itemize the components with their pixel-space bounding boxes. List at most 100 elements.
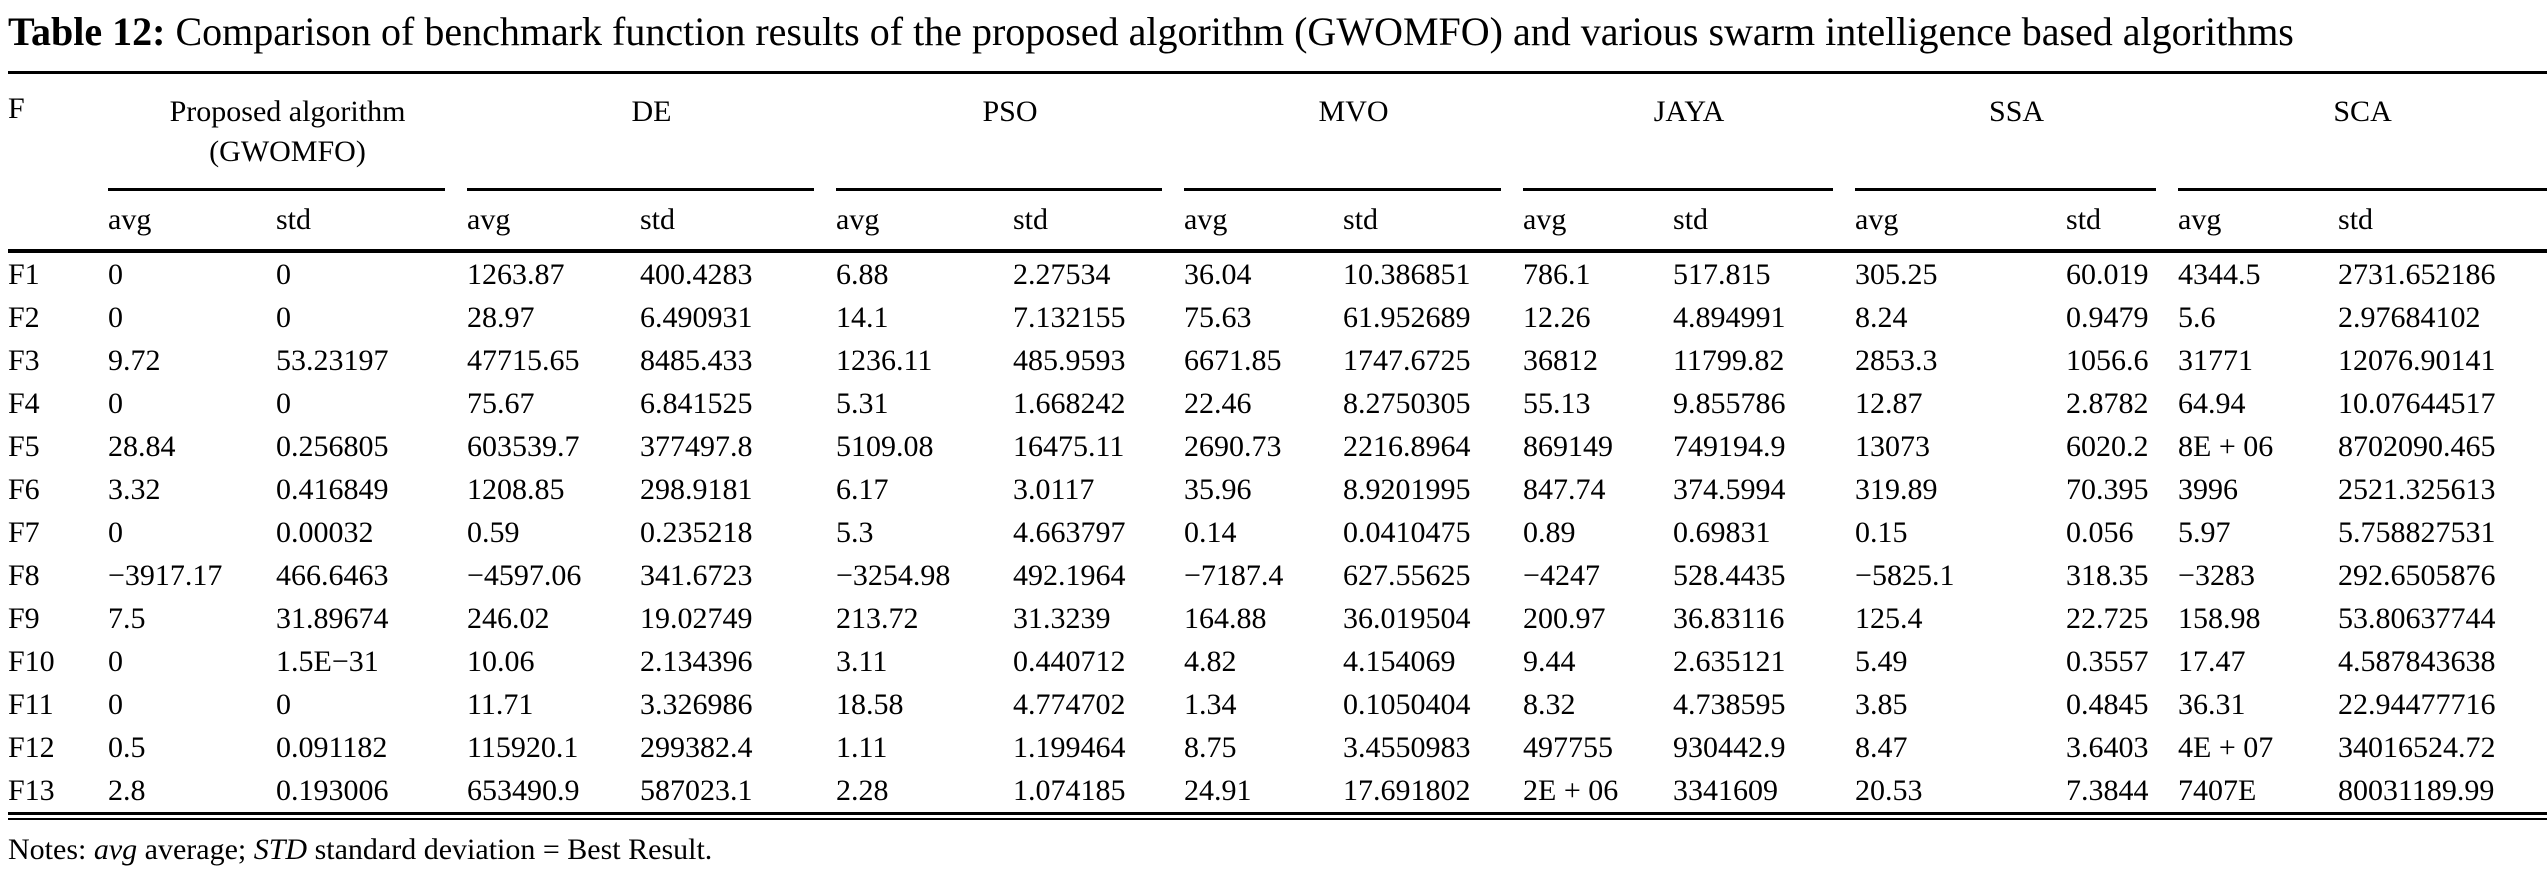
cell-f10-de-avg: 10.06 [467,644,535,678]
cell-f9-jaya-avg: 200.97 [1523,601,1606,635]
group-header-row: F Proposed algorithm (GWOMFO) DE PSO MVO JAYA… [8,73,2547,189]
cell-f13-de-std: 587023.1 [640,773,753,807]
cell-f8-mvo-std: 627.55625 [1343,558,1471,592]
cell-f9-de-avg: 246.02 [467,601,550,635]
cell-f3-de-avg: 47715.65 [467,343,580,377]
notes-std-term: STD [253,833,308,866]
cell-f12-pso-avg: 1.11 [836,730,888,764]
table-row-f9: F9 7.5 31.89674 246.02 19.02749 213.72 31.3239… [8,597,2547,640]
cell-f3-mvo-std: 1747.6725 [1343,343,1471,377]
cell-f3-gwomfo-std: 53.23197 [276,343,389,377]
cell-f10-gwomfo-std: 1.5E−31 [276,644,379,678]
row-label-f3: F3 [8,343,40,377]
cell-f3-mvo-avg: 6671.85 [1184,343,1282,377]
cell-f12-de-std: 299382.4 [640,730,753,764]
cell-f7-mvo-avg: 0.14 [1184,515,1237,549]
column-header-ssa-std: std [2066,191,2179,253]
group-rule-ssa [1855,188,2178,191]
row-label-f9: F9 [8,601,40,635]
cell-f5-de-std: 377497.8 [640,429,753,463]
cell-f7-de-avg: 0.59 [467,515,520,549]
cell-f8-gwomfo-avg: −3917.17 [108,558,223,592]
cell-f5-sca-avg: 8E + 06 [2178,429,2274,463]
cell-f1-ssa-std: 60.019 [2066,257,2149,291]
column-group-ssa: SSA [1855,73,2178,189]
cell-f7-sca-avg: 5.97 [2178,515,2231,549]
cell-f3-sca-avg: 31771 [2178,343,2254,377]
group-rule-sca [2178,188,2547,191]
cell-f10-sca-std: 4.587843638 [2338,644,2496,678]
cell-f12-ssa-avg: 8.47 [1855,730,1908,764]
cell-f7-pso-avg: 5.3 [836,515,874,549]
subheader-row: avg std avg std avg std avg std avg std avg std avg s… [8,191,2547,253]
cell-f10-pso-avg: 3.11 [836,644,888,678]
cell-f10-ssa-std: 0.3557 [2066,644,2149,678]
cell-f11-jaya-avg: 8.32 [1523,687,1576,721]
subheader-spacer [8,191,108,253]
cell-f3-ssa-std: 1056.6 [2066,343,2149,377]
cell-f3-pso-std: 485.9593 [1013,343,1126,377]
cell-f12-gwomfo-std: 0.091182 [276,730,388,764]
cell-f2-pso-std: 7.132155 [1013,300,1126,334]
column-header-pso-avg: avg [836,191,1013,253]
cell-f12-gwomfo-avg: 0.5 [108,730,146,764]
cell-f6-gwomfo-avg: 3.32 [108,472,161,506]
cell-f9-de-std: 19.02749 [640,601,753,635]
cell-f11-de-avg: 11.71 [467,687,534,721]
column-group-gwomfo-label: (GWOMFO) [209,135,366,168]
cell-f6-pso-avg: 6.17 [836,472,889,506]
cell-f11-ssa-avg: 3.85 [1855,687,1908,721]
cell-f4-sca-avg: 64.94 [2178,386,2246,420]
table-row-f1: F1 0 0 1263.87 400.4283 6.88 2.27534 36.04 10.38… [8,251,2547,296]
cell-f7-jaya-avg: 0.89 [1523,515,1576,549]
cell-f8-jaya-std: 528.4435 [1673,558,1786,592]
cell-f8-mvo-avg: −7187.4 [1184,558,1284,592]
cell-f5-de-avg: 603539.7 [467,429,580,463]
row-label-f8: F8 [8,558,40,592]
table-header: F Proposed algorithm (GWOMFO) DE PSO MVO JAYA… [8,73,2547,253]
cell-f2-ssa-avg: 8.24 [1855,300,1908,334]
cell-f12-sca-std: 34016524.72 [2338,730,2496,764]
column-group-sca-label: SCA [2333,95,2392,128]
row-label-f13: F13 [8,773,55,807]
cell-f2-de-std: 6.490931 [640,300,753,334]
table-row-f10: F10 0 1.5E−31 10.06 2.134396 3.11 0.440712 4.82… [8,640,2547,683]
cell-f10-mvo-std: 4.154069 [1343,644,1456,678]
table-row-f8: F8 −3917.17 466.6463 −4597.06 341.6723 −3254.… [8,554,2547,597]
cell-f13-ssa-std: 7.3844 [2066,773,2149,807]
table-caption-label: Table 12: [8,9,166,54]
cell-f6-gwomfo-std: 0.416849 [276,472,389,506]
cell-f13-ssa-avg: 20.53 [1855,773,1923,807]
row-label-f11: F11 [8,687,54,721]
column-header-jaya-std: std [1673,191,1856,253]
cell-f13-mvo-std: 17.691802 [1343,773,1471,807]
column-group-mvo: MVO [1184,73,1523,189]
cell-f10-jaya-std: 2.635121 [1673,644,1786,678]
cell-f7-ssa-std: 0.056 [2066,515,2134,549]
cell-f13-pso-avg: 2.28 [836,773,889,807]
cell-f1-mvo-std: 10.386851 [1343,257,1471,291]
cell-f2-mvo-std: 61.952689 [1343,300,1471,334]
cell-f4-mvo-avg: 22.46 [1184,386,1252,420]
cell-f11-ssa-std: 0.4845 [2066,687,2149,721]
cell-f9-pso-std: 31.3239 [1013,601,1111,635]
group-rule-mvo [1184,188,1523,191]
cell-f5-gwomfo-avg: 28.84 [108,429,176,463]
cell-f1-gwomfo-avg: 0 [108,257,123,291]
cell-f4-gwomfo-std: 0 [276,386,291,420]
cell-f6-mvo-avg: 35.96 [1184,472,1252,506]
cell-f9-gwomfo-avg: 7.5 [108,601,146,635]
cell-f4-pso-std: 1.668242 [1013,386,1126,420]
cell-f7-pso-std: 4.663797 [1013,515,1126,549]
cell-f6-sca-std: 2521.325613 [2338,472,2496,506]
column-header-gwomfo-std: std [276,191,467,253]
column-header-sca-std: std [2338,191,2547,253]
cell-f8-de-avg: −4597.06 [467,558,582,592]
column-group-gwomfo-label: Proposed algorithm [169,95,406,128]
cell-f1-mvo-avg: 36.04 [1184,257,1252,291]
cell-f5-ssa-std: 6020.2 [2066,429,2149,463]
column-header-gwomfo-avg: avg [108,191,276,253]
cell-f7-gwomfo-std: 0.00032 [276,515,374,549]
notes-std-definition: standard deviation = Best Result. [314,833,713,866]
row-label-f10: F10 [8,644,55,678]
